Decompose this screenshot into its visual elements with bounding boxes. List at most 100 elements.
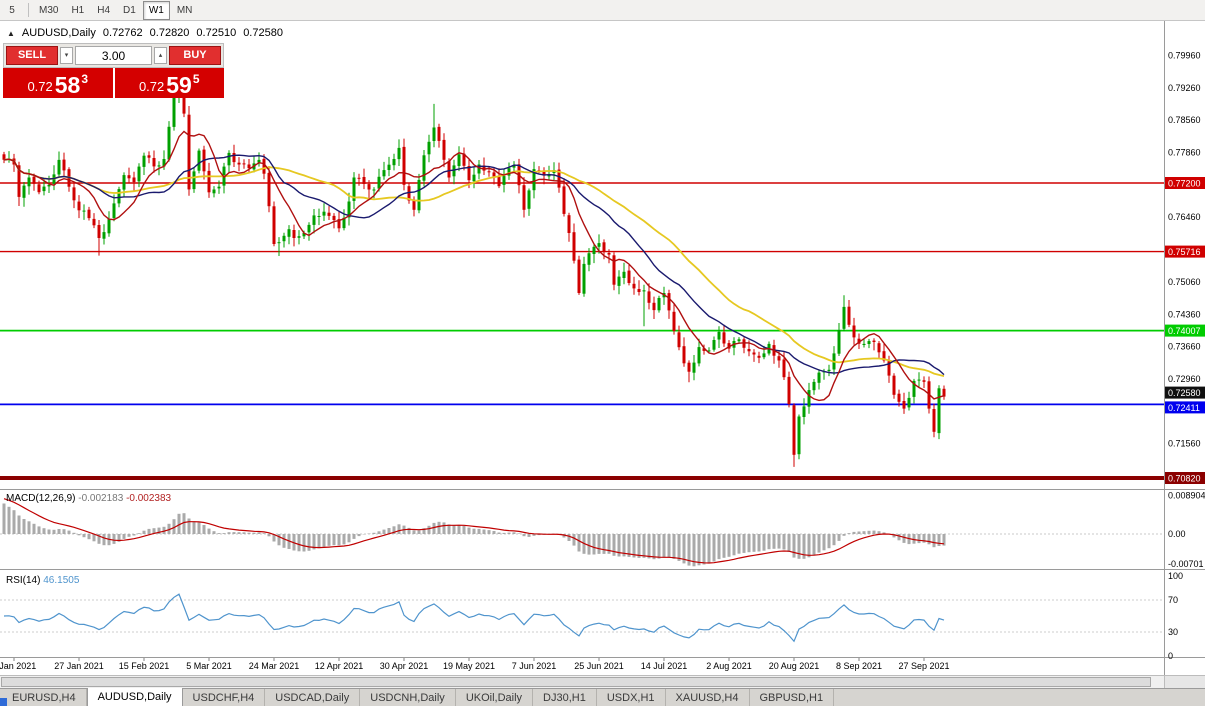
lot-size-input[interactable] — [75, 46, 152, 65]
one-click-trading-panel: SELL ▾ ▴ BUY 0.72 58 3 0.72 59 5 — [3, 43, 224, 98]
chart-tab-xauusd[interactable]: XAUUSD,H4 — [666, 689, 750, 706]
price-axis-label: 0.77860 — [1168, 147, 1201, 157]
horizontal-scrollbar[interactable] — [0, 675, 1205, 689]
price-tag-text: 0.70820 — [1168, 473, 1201, 483]
chart-tab-dj30[interactable]: DJ30,H1 — [533, 689, 597, 706]
price-axis-label: 0.79260 — [1168, 83, 1201, 93]
price-tag-text: 0.74007 — [1168, 326, 1201, 336]
price-axis-label: 0.76460 — [1168, 212, 1201, 222]
lot-increase-button[interactable]: ▴ — [154, 47, 167, 64]
ohlc-close: 0.72580 — [243, 27, 283, 39]
chart-tab-usdcnh[interactable]: USDCNH,Daily — [360, 689, 456, 706]
chart-tab-ukoil[interactable]: UKOil,Daily — [456, 689, 534, 706]
buy-price-prefix: 0.72 — [138, 79, 165, 94]
chart-title: ▲ AUDUSD,Daily 0.72762 0.72820 0.72510 0… — [7, 27, 283, 39]
macd-axis-label: 0.00 — [1168, 529, 1186, 539]
date-label: 25 Jun 2021 — [574, 661, 624, 671]
buy-price-pip-digit: 5 — [192, 72, 200, 86]
rsi-axis-label: 70 — [1168, 595, 1178, 605]
date-label: 27 Jan 2021 — [54, 661, 104, 671]
ohlc-open: 0.72762 — [102, 27, 143, 39]
timeframe-button-m30[interactable]: M30 — [33, 1, 64, 20]
price-axis-label: 0.78560 — [1168, 115, 1201, 125]
chart-tab-audusd[interactable]: AUDUSD,Daily — [86, 688, 183, 706]
date-label: 19 May 2021 — [443, 661, 495, 671]
macd-axis-label: -0.00701 — [1168, 559, 1204, 569]
price-tag-0.75716 — [1165, 245, 1205, 258]
macd-signal-line — [3, 498, 945, 564]
price-tag-0.70820 — [1165, 472, 1205, 484]
macd-label: MACD(12,26,9) -0.002183 -0.002383 — [6, 493, 172, 504]
price-axis-label: 0.73660 — [1168, 342, 1201, 352]
price-axis-label: 0.72960 — [1168, 374, 1201, 384]
chart-icon: ▲ — [7, 28, 15, 38]
chart-tab-eurusd[interactable]: EURUSD,H4 — [2, 689, 87, 706]
timeframe-button-d1[interactable]: D1 — [117, 1, 142, 20]
toolbar-separator — [28, 3, 29, 17]
lot-decrease-button[interactable]: ▾ — [60, 47, 73, 64]
chart-symbol-label: AUDUSD,Daily — [21, 27, 96, 39]
rsi-label: RSI(14) 46.1505 — [6, 575, 80, 586]
buy-button[interactable]: BUY — [169, 46, 221, 65]
date-label: 8 Sep 2021 — [836, 661, 882, 671]
sell-price-prefix: 0.72 — [27, 79, 53, 94]
date-label: 30 Apr 2021 — [380, 661, 429, 671]
price-axis-label: 0.74360 — [1168, 309, 1201, 319]
price-tag-text: 0.75716 — [1168, 247, 1201, 257]
price-axis-label: 0.71560 — [1168, 439, 1201, 449]
date-label: 20 Aug 2021 — [769, 661, 820, 671]
date-label: 2 Aug 2021 — [706, 661, 752, 671]
timeframe-toolbar: 5 M30 H1 H4 D1 W1 MN — [0, 0, 1205, 21]
date-label: 5 Mar 2021 — [186, 661, 232, 671]
date-label: 15 Feb 2021 — [119, 661, 170, 671]
macd-histogram — [2, 503, 946, 567]
macd-axis-label: 0.008904 — [1168, 491, 1205, 501]
chart-tab-gbpusd[interactable]: GBPUSD,H1 — [750, 689, 835, 706]
scrollbar-thumb[interactable] — [1, 677, 1151, 687]
timeframe-button-w1[interactable]: W1 — [142, 0, 170, 20]
chart-tabbar: EURUSD,H4 AUDUSD,Daily USDCHF,H4 USDCAD,Dai… — [0, 688, 1205, 706]
chevron-down-icon: ▾ — [64, 52, 69, 59]
timeframe-button-5[interactable]: 5 — [0, 1, 24, 20]
trade-quotes-row: 0.72 58 3 0.72 59 5 — [3, 68, 224, 98]
chevron-up-icon: ▴ — [158, 52, 163, 59]
price-tag-0.74007 — [1165, 324, 1205, 337]
buy-price-display[interactable]: 0.72 59 5 — [114, 68, 224, 98]
price-tag-0.72411 — [1165, 401, 1205, 414]
price-tag-0.72580 — [1165, 386, 1205, 399]
date-label: 8 Jan 2021 — [0, 661, 36, 671]
date-label: 24 Mar 2021 — [249, 661, 300, 671]
timeframe-button-h4[interactable]: H4 — [91, 1, 116, 20]
rsi-line — [3, 593, 945, 643]
rsi-axis-label: 100 — [1168, 571, 1183, 581]
price-axis-label: 0.75060 — [1168, 277, 1201, 287]
moving-average-20 — [3, 154, 945, 376]
moving-average-8 — [3, 130, 945, 402]
chart-tab-usdchf[interactable]: USDCHF,H4 — [183, 689, 266, 706]
price-tag-text: 0.72580 — [1168, 388, 1201, 398]
date-label: 27 Sep 2021 — [898, 661, 949, 671]
date-label: 7 Jun 2021 — [512, 661, 557, 671]
timeframe-button-mn[interactable]: MN — [171, 1, 199, 20]
date-label: 12 Apr 2021 — [315, 661, 364, 671]
ohlc-high: 0.72820 — [149, 27, 190, 39]
window-frame-fragment — [0, 698, 7, 706]
timeframe-button-h1[interactable]: H1 — [65, 1, 90, 20]
price-axis-label: 0.79960 — [1168, 50, 1201, 60]
chart-tab-usdx[interactable]: USDX,H1 — [597, 689, 666, 706]
sell-price-big-digits: 58 — [54, 71, 81, 98]
rsi-axis-label: 30 — [1168, 627, 1178, 637]
sell-price-display[interactable]: 0.72 58 3 — [3, 68, 113, 98]
moving-average-34 — [3, 158, 945, 377]
chart-tab-usdcad[interactable]: USDCAD,Daily — [265, 689, 361, 706]
rsi-axis-label: 0 — [1168, 651, 1173, 661]
date-label: 14 Jul 2021 — [641, 661, 688, 671]
price-tag-text: 0.72411 — [1168, 403, 1200, 413]
buy-price-big-digits: 59 — [166, 71, 192, 98]
trade-controls-row: SELL ▾ ▴ BUY — [3, 43, 224, 68]
sell-button[interactable]: SELL — [6, 46, 58, 65]
price-tag-0.77200 — [1165, 177, 1205, 189]
ohlc-low: 0.72510 — [196, 27, 237, 39]
